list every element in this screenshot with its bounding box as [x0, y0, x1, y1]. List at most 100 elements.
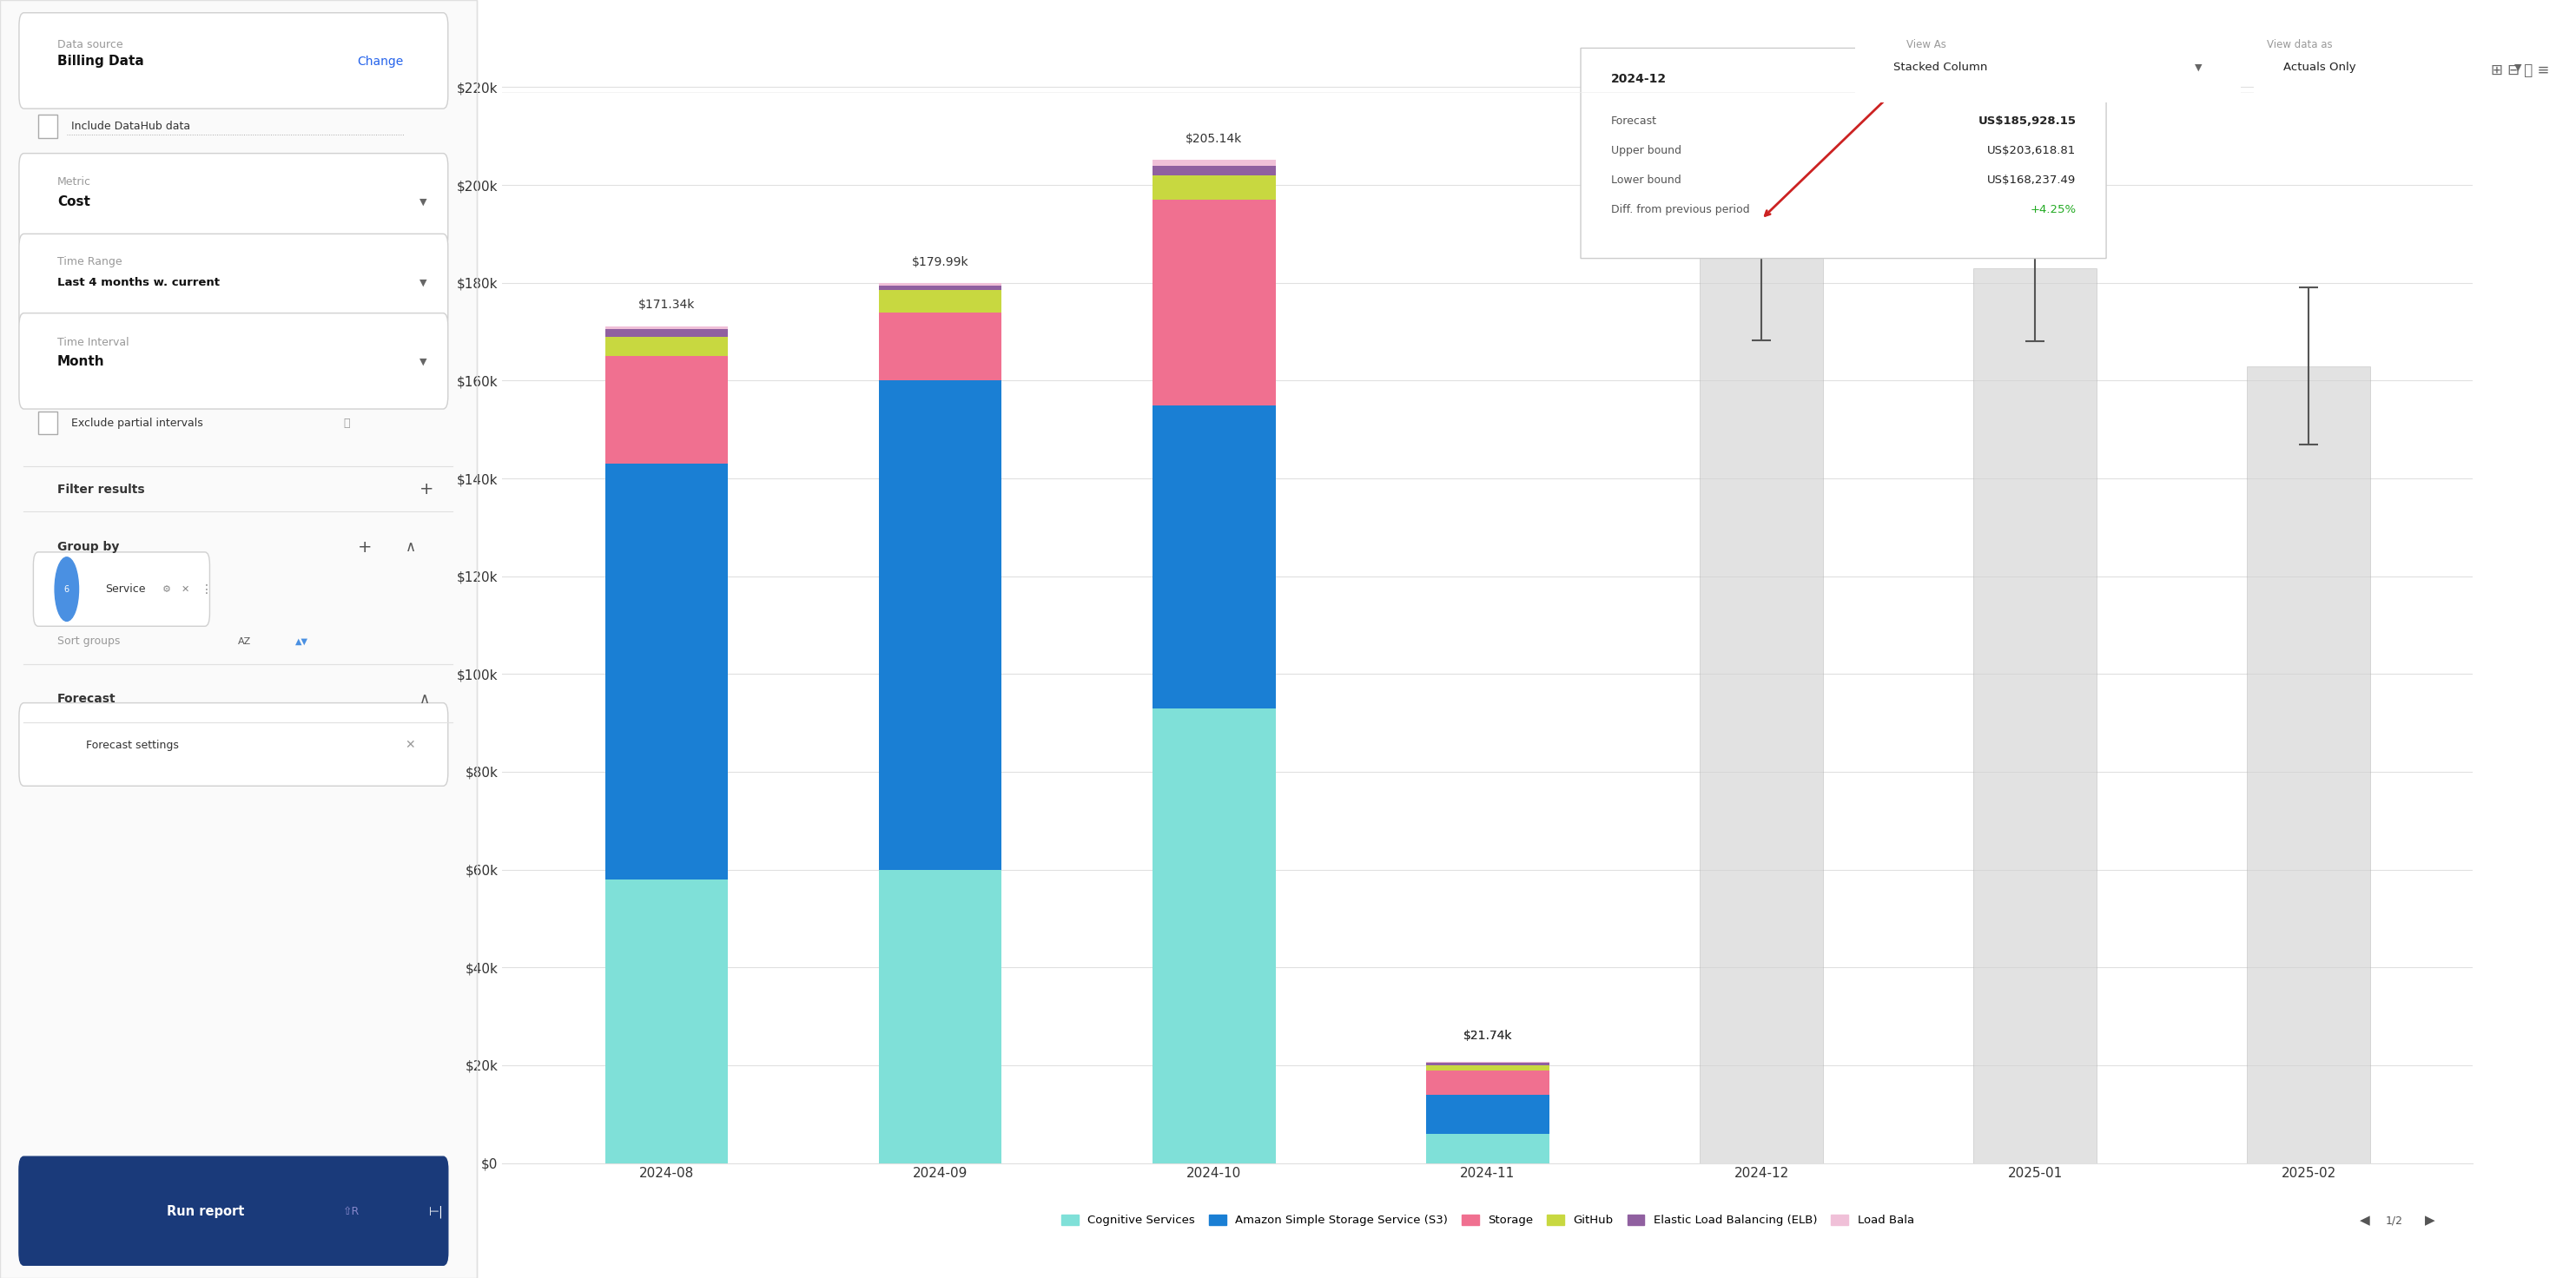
Bar — [605, 330, 729, 336]
Bar — [1427, 1094, 1548, 1134]
FancyBboxPatch shape — [0, 0, 477, 1278]
Bar — [605, 879, 729, 1163]
Text: +4.25%: +4.25% — [2030, 203, 2076, 215]
Text: Filter results: Filter results — [57, 483, 144, 496]
FancyBboxPatch shape — [18, 153, 448, 249]
Bar — [1151, 405, 1275, 708]
Bar — [1427, 1065, 1548, 1070]
Bar — [605, 464, 729, 879]
Text: ▼: ▼ — [2195, 63, 2202, 72]
Text: View data as: View data as — [2267, 40, 2331, 50]
Text: AZ: AZ — [237, 638, 252, 645]
Text: US$203,618.81: US$203,618.81 — [1986, 146, 2076, 156]
Text: ▼: ▼ — [2514, 63, 2522, 72]
Text: Data source: Data source — [57, 40, 124, 50]
Text: Run report: Run report — [167, 1205, 245, 1218]
Bar — [1151, 175, 1275, 199]
Circle shape — [54, 557, 80, 621]
Text: ▼: ▼ — [420, 358, 428, 366]
Text: ✕: ✕ — [180, 585, 188, 593]
Bar — [878, 282, 1002, 285]
Bar — [2246, 366, 2370, 1163]
Text: Month: Month — [57, 355, 106, 368]
FancyBboxPatch shape — [1847, 31, 2249, 104]
FancyBboxPatch shape — [33, 552, 209, 626]
Bar — [878, 285, 1002, 290]
Text: $171.34k: $171.34k — [639, 298, 696, 311]
Text: 1/2: 1/2 — [2385, 1215, 2403, 1226]
Bar — [1151, 199, 1275, 405]
Text: +: + — [420, 482, 433, 497]
FancyBboxPatch shape — [18, 13, 448, 109]
FancyBboxPatch shape — [18, 313, 448, 409]
Text: Include DataHub data: Include DataHub data — [72, 121, 191, 132]
Text: 6: 6 — [64, 585, 70, 593]
Text: ⊢|: ⊢| — [428, 1205, 443, 1218]
Text: ⚙: ⚙ — [162, 585, 170, 593]
FancyBboxPatch shape — [18, 234, 448, 330]
Text: ∧: ∧ — [404, 539, 415, 555]
Text: ✕: ✕ — [404, 739, 415, 751]
Bar — [1700, 254, 1824, 1163]
Text: US$168,237.49: US$168,237.49 — [1986, 175, 2076, 185]
Text: 2024-12: 2024-12 — [1610, 73, 1667, 84]
Bar — [1973, 268, 2097, 1163]
Bar — [1427, 1063, 1548, 1065]
Text: View As: View As — [1906, 40, 1945, 50]
Bar — [1427, 1134, 1548, 1163]
Bar — [1427, 1070, 1548, 1094]
Text: Lower bound: Lower bound — [1610, 175, 1682, 185]
Text: ▶: ▶ — [2424, 1214, 2434, 1227]
Bar — [1151, 708, 1275, 1163]
Text: Actuals Only: Actuals Only — [2282, 61, 2357, 73]
Bar — [878, 290, 1002, 312]
Text: ⋮: ⋮ — [201, 583, 211, 596]
Text: Service: Service — [106, 584, 144, 594]
Text: ◀: ◀ — [2360, 1214, 2370, 1227]
FancyBboxPatch shape — [1582, 49, 2107, 258]
Bar — [878, 869, 1002, 1163]
FancyBboxPatch shape — [18, 703, 448, 786]
Bar — [878, 381, 1002, 869]
Text: Time Interval: Time Interval — [57, 337, 129, 348]
FancyBboxPatch shape — [2249, 31, 2555, 104]
Text: $179.99k: $179.99k — [912, 256, 969, 268]
Text: ▼: ▼ — [420, 198, 428, 206]
Text: Cost: Cost — [57, 196, 90, 208]
Text: Exclude partial intervals: Exclude partial intervals — [72, 418, 204, 428]
FancyBboxPatch shape — [39, 115, 57, 138]
FancyBboxPatch shape — [18, 1157, 448, 1265]
Bar — [1151, 160, 1275, 165]
Text: ⇧R: ⇧R — [343, 1206, 361, 1217]
Bar — [878, 312, 1002, 381]
Text: Upper bound: Upper bound — [1610, 146, 1682, 156]
Text: Stacked Column: Stacked Column — [1893, 61, 1989, 73]
Text: Forecast: Forecast — [1610, 116, 1656, 127]
Text: Forecast settings: Forecast settings — [85, 740, 178, 750]
Text: Forecast: Forecast — [57, 693, 116, 705]
FancyBboxPatch shape — [39, 412, 57, 435]
Text: ▼: ▼ — [420, 279, 428, 286]
Text: $21.74k: $21.74k — [1463, 1030, 1512, 1042]
Text: ▲▼: ▲▼ — [296, 638, 309, 645]
Text: Metric: Metric — [57, 176, 90, 187]
Text: $21.74k: $21.74k — [1463, 1030, 1512, 1042]
Text: Last 4 months w. current: Last 4 months w. current — [57, 277, 219, 288]
Text: Group by: Group by — [57, 541, 118, 553]
Text: ⓘ: ⓘ — [343, 418, 350, 428]
Bar — [605, 336, 729, 357]
Text: +: + — [358, 539, 371, 555]
Text: Diff. from previous period: Diff. from previous period — [1610, 203, 1749, 215]
Bar — [605, 357, 729, 464]
Text: Billing Data: Billing Data — [57, 55, 144, 68]
Bar — [1151, 165, 1275, 175]
Text: Sort groups: Sort groups — [57, 636, 121, 647]
Text: ∧: ∧ — [420, 691, 430, 707]
Bar — [605, 327, 729, 330]
Text: Change: Change — [358, 55, 404, 68]
Text: US$185,928.15: US$185,928.15 — [1978, 116, 2076, 127]
Text: $205.14k: $205.14k — [1185, 133, 1242, 146]
Text: ⊞ ⊟ 👁 ≡: ⊞ ⊟ 👁 ≡ — [2491, 63, 2550, 78]
Legend: Cognitive Services, Amazon Simple Storage Service (S3), Storage, GitHub, Elastic: Cognitive Services, Amazon Simple Storag… — [1056, 1210, 1919, 1231]
Text: Time Range: Time Range — [57, 257, 121, 267]
